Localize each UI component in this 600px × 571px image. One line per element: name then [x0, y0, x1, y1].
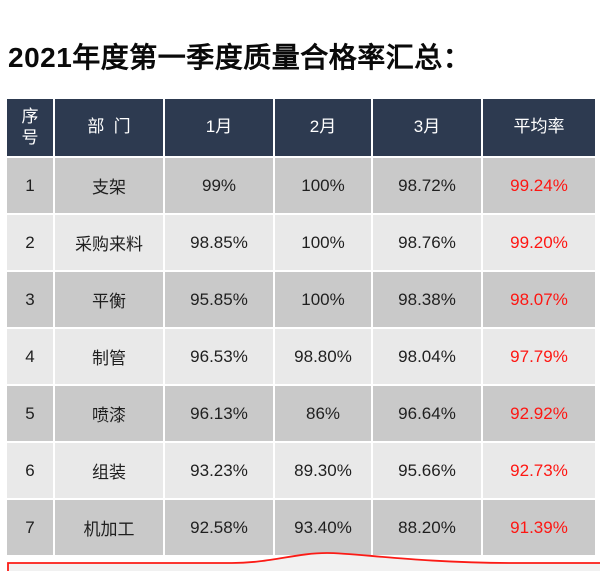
table-row: 4 制管 96.53% 98.80% 98.04% 97.79%	[7, 329, 595, 384]
table-row: 2 采购来料 98.85% 100% 98.76% 99.20%	[7, 215, 595, 270]
cell-seq: 5	[7, 386, 53, 441]
cell-feb: 100%	[275, 158, 371, 213]
col-header-seq-label: 序号	[21, 107, 39, 147]
cell-dept: 支架	[55, 158, 163, 213]
cell-jan: 93.23%	[165, 443, 273, 498]
cell-seq: 3	[7, 272, 53, 327]
cell-seq: 4	[7, 329, 53, 384]
table-row: 7 机加工 92.58% 93.40% 88.20% 91.39%	[7, 500, 595, 555]
table-row: 5 喷漆 96.13% 86% 96.64% 92.92%	[7, 386, 595, 441]
cell-mar: 96.64%	[373, 386, 481, 441]
quality-rate-table: 序号 部门 1月 2月 3月 平均率 1 支架 99% 100% 98.72% …	[5, 97, 597, 557]
cell-feb: 86%	[275, 386, 371, 441]
cell-avg: 91.39%	[483, 500, 595, 555]
callout-border	[7, 552, 600, 571]
cell-avg: 99.20%	[483, 215, 595, 270]
cell-mar: 98.72%	[373, 158, 481, 213]
cell-seq: 6	[7, 443, 53, 498]
cell-avg: 97.79%	[483, 329, 595, 384]
page-title: 2021年度第一季度质量合格率汇总：	[8, 42, 472, 73]
header-row: 序号 部门 1月 2月 3月 平均率	[7, 99, 595, 156]
col-header-seq: 序号	[7, 99, 53, 156]
table-row: 1 支架 99% 100% 98.72% 99.24%	[7, 158, 595, 213]
cell-dept: 采购来料	[55, 215, 163, 270]
cell-feb: 93.40%	[275, 500, 371, 555]
cell-jan: 96.53%	[165, 329, 273, 384]
cell-dept: 平衡	[55, 272, 163, 327]
col-header-mar: 3月	[373, 99, 481, 156]
col-header-jan: 1月	[165, 99, 273, 156]
cell-jan: 92.58%	[165, 500, 273, 555]
cell-dept: 机加工	[55, 500, 163, 555]
callout-fill	[8, 553, 600, 571]
cell-dept: 制管	[55, 329, 163, 384]
cell-feb: 89.30%	[275, 443, 371, 498]
cell-seq: 7	[7, 500, 53, 555]
col-header-dept: 部门	[55, 99, 163, 156]
col-header-feb: 2月	[275, 99, 371, 156]
col-header-avg: 平均率	[483, 99, 595, 156]
cell-seq: 1	[7, 158, 53, 213]
cell-dept: 组装	[55, 443, 163, 498]
cell-feb: 98.80%	[275, 329, 371, 384]
cell-mar: 98.04%	[373, 329, 481, 384]
cell-mar: 88.20%	[373, 500, 481, 555]
cell-jan: 98.85%	[165, 215, 273, 270]
cell-seq: 2	[7, 215, 53, 270]
cell-avg: 99.24%	[483, 158, 595, 213]
cell-dept: 喷漆	[55, 386, 163, 441]
cell-mar: 98.38%	[373, 272, 481, 327]
table-row: 3 平衡 95.85% 100% 98.38% 98.07%	[7, 272, 595, 327]
callout-pointer-line	[7, 552, 600, 571]
cell-avg: 98.07%	[483, 272, 595, 327]
cell-feb: 100%	[275, 272, 371, 327]
cell-feb: 100%	[275, 215, 371, 270]
cell-mar: 98.76%	[373, 215, 481, 270]
cell-jan: 99%	[165, 158, 273, 213]
cell-mar: 95.66%	[373, 443, 481, 498]
cell-jan: 95.85%	[165, 272, 273, 327]
cell-avg: 92.92%	[483, 386, 595, 441]
cell-jan: 96.13%	[165, 386, 273, 441]
table-row: 6 组装 93.23% 89.30% 95.66% 92.73%	[7, 443, 595, 498]
cell-avg: 92.73%	[483, 443, 595, 498]
